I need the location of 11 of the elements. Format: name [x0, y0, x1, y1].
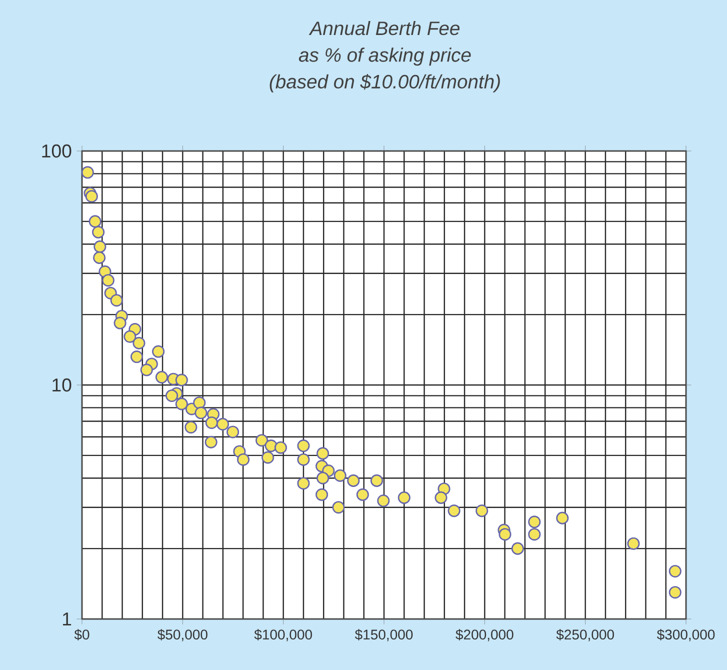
- x-tick-label: $50,000: [158, 629, 208, 642]
- chart-title: Annual Berth Fee as % of asking price (based on $10.00/ft/month): [270, 20, 500, 92]
- x-tick-label: $100,000: [254, 629, 312, 642]
- y-tick-label: 10: [52, 378, 72, 392]
- x-tick-label: $250,000: [556, 629, 614, 642]
- x-tick-label: $300,000: [656, 629, 715, 642]
- y-tick-label: 100: [42, 144, 72, 158]
- x-tick-label: $150,000: [354, 629, 413, 642]
- x-tick-label: $200,000: [456, 629, 514, 642]
- x-tick-label: $0: [74, 629, 90, 640]
- y-tick-label: 1: [62, 612, 72, 626]
